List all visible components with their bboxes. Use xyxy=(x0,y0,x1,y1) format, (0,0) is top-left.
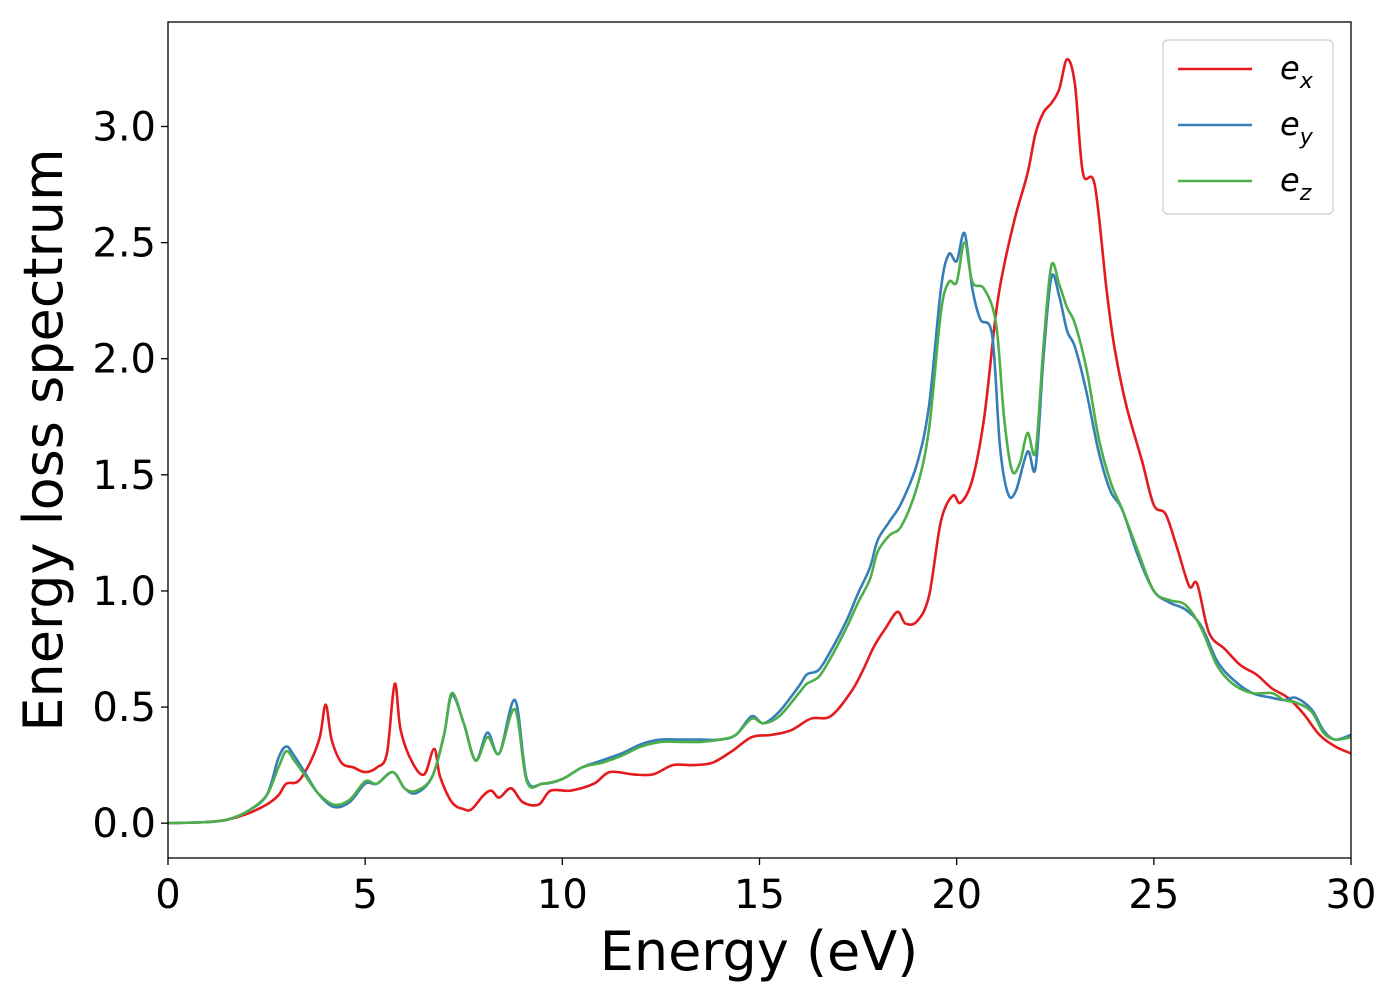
y-tick-label: 0.0 xyxy=(92,801,156,847)
x-tick-label: 30 xyxy=(1326,872,1377,918)
x-tick-label: 25 xyxy=(1128,872,1179,918)
x-tick-label: 15 xyxy=(734,872,785,918)
x-tick-label: 5 xyxy=(352,872,377,918)
y-tick-label: 1.0 xyxy=(92,569,156,615)
series-line-z xyxy=(168,241,1351,825)
y-tick-label: 3.0 xyxy=(92,105,156,151)
x-tick-label: 10 xyxy=(537,872,588,918)
plot-area xyxy=(168,57,1351,825)
legend-box xyxy=(1162,39,1334,215)
y-axis-title: Energy loss spectrum xyxy=(12,148,75,731)
series-line-x xyxy=(168,57,1351,825)
y-tick-label: 1.5 xyxy=(92,453,156,499)
axes: 0 5 10 15 20 25 30 0.0 0.5 1.0 1.5 2.0 2.5 3.0 xyxy=(92,21,1377,918)
x-tick-label: 0 xyxy=(155,872,180,918)
x-axis-title: Energy (eV) xyxy=(600,920,919,983)
y-tick-label: 0.5 xyxy=(92,685,156,731)
x-tick-label: 20 xyxy=(931,872,982,918)
y-tick-label: 2.5 xyxy=(92,221,156,267)
y-tick-label: 2.0 xyxy=(92,337,156,383)
